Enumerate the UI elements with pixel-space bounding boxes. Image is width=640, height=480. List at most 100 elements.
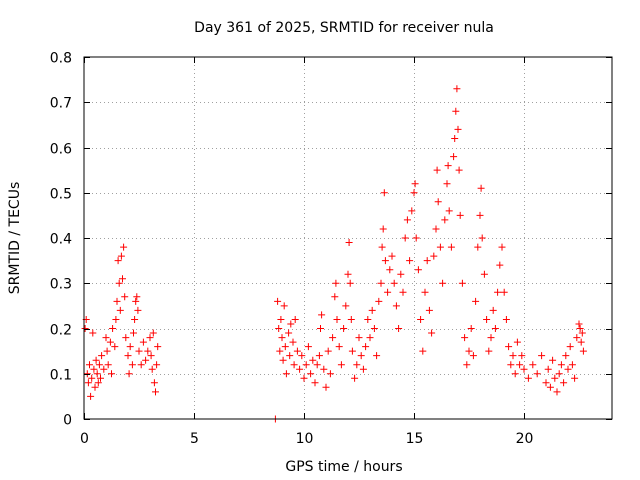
data-point: [359, 365, 367, 373]
data-point: [516, 361, 524, 369]
data-point: [304, 343, 312, 351]
data-point: [377, 279, 385, 287]
data-point: [505, 343, 513, 351]
data-point: [126, 343, 134, 351]
data-point: [116, 306, 124, 314]
data-point: [392, 302, 400, 310]
data-point: [423, 257, 431, 265]
data-points: [81, 85, 587, 423]
x-tick-label: 20: [516, 431, 534, 447]
data-point: [108, 370, 115, 378]
data-point: [573, 334, 581, 342]
data-point: [489, 306, 497, 314]
data-point: [147, 352, 155, 360]
data-point: [455, 166, 463, 174]
data-point: [112, 316, 120, 323]
data-point: [368, 306, 376, 314]
data-point: [380, 189, 388, 197]
data-point: [378, 243, 386, 251]
data-point: [384, 288, 392, 296]
data-point: [124, 352, 132, 360]
x-tick-label: 15: [406, 431, 424, 447]
y-tick-label: 0.7: [50, 96, 72, 112]
data-point: [549, 356, 557, 364]
data-point: [421, 288, 429, 296]
axis-ticks: 0 0.1 0.2 0.3 0.4 0.5 0.6 0.7 0.8 0 5 10 15 20: [50, 51, 612, 447]
data-point: [296, 365, 304, 373]
data-point: [529, 361, 537, 369]
data-point: [397, 270, 405, 278]
data-point: [132, 297, 140, 305]
data-point: [568, 361, 576, 369]
data-point: [106, 338, 114, 346]
data-point: [434, 198, 442, 206]
data-point: [134, 306, 142, 314]
data-point: [103, 347, 111, 355]
x-tick-label: 5: [190, 431, 199, 447]
data-point: [472, 297, 480, 305]
data-point: [403, 216, 411, 224]
data-point: [463, 361, 471, 369]
data-point: [340, 325, 348, 332]
data-point: [458, 279, 466, 287]
data-point: [153, 361, 161, 369]
data-point: [524, 374, 532, 382]
data-point: [379, 225, 387, 233]
data-point: [285, 329, 293, 337]
data-point: [467, 325, 475, 332]
y-tick-label: 0.5: [50, 187, 72, 203]
data-point: [494, 288, 502, 296]
data-point: [326, 370, 334, 378]
data-point: [430, 252, 438, 260]
data-point: [348, 347, 356, 355]
data-point: [564, 365, 572, 373]
data-point: [89, 329, 97, 337]
data-point: [91, 383, 99, 391]
data-point: [511, 370, 519, 378]
data-point: [282, 370, 290, 378]
data-point: [375, 297, 383, 305]
data-point: [483, 316, 491, 323]
data-point: [280, 302, 288, 310]
data-point: [92, 356, 100, 364]
data-point: [500, 288, 508, 296]
data-point: [576, 325, 584, 332]
data-point: [476, 211, 484, 219]
data-point: [520, 365, 528, 373]
data-point: [322, 383, 330, 391]
data-point: [390, 279, 398, 287]
data-point: [347, 316, 355, 323]
data-point: [425, 306, 433, 314]
data-point: [507, 361, 515, 369]
data-point: [362, 343, 370, 351]
data-point: [370, 325, 378, 332]
data-point: [144, 347, 152, 355]
data-point: [408, 207, 416, 215]
data-point: [95, 361, 103, 369]
data-point: [533, 370, 541, 378]
data-point: [122, 334, 130, 342]
data-point: [117, 252, 125, 260]
data-point: [456, 211, 464, 219]
data-point: [290, 361, 298, 369]
data-point: [417, 316, 425, 323]
data-point: [566, 343, 574, 351]
data-point: [324, 347, 332, 355]
data-point: [461, 334, 469, 342]
data-point: [353, 361, 361, 369]
y-tick-label: 0.6: [50, 142, 72, 158]
data-point: [571, 374, 579, 382]
data-point: [302, 361, 310, 369]
data-point: [373, 352, 381, 360]
data-point: [544, 365, 552, 373]
data-point: [579, 347, 587, 355]
data-point: [87, 392, 95, 400]
data-point: [83, 370, 91, 378]
data-point: [152, 388, 159, 396]
data-point: [357, 352, 365, 360]
data-point: [386, 266, 394, 274]
data-point: [450, 153, 458, 161]
data-point: [320, 365, 328, 373]
data-point: [337, 361, 345, 369]
